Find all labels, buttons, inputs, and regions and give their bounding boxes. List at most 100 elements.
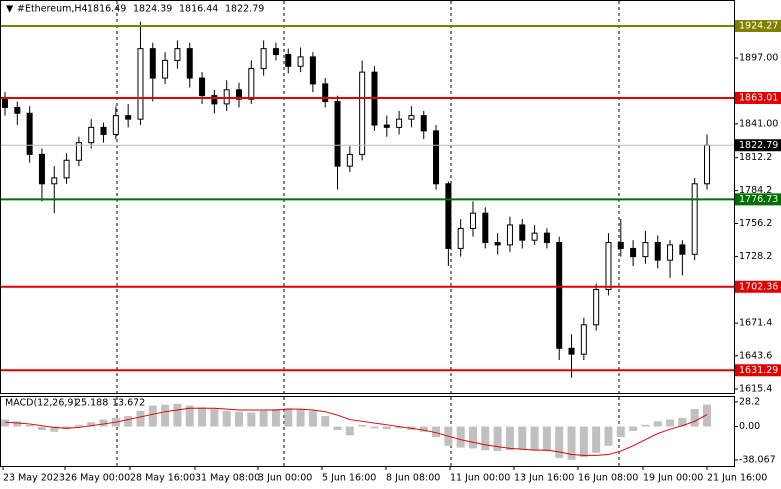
y-tick-label: 0.00 xyxy=(739,421,760,432)
macd-bar xyxy=(653,421,662,427)
macd-bar xyxy=(308,410,317,427)
macd-bar xyxy=(432,426,441,438)
macd-bar xyxy=(222,410,231,427)
macd-bar xyxy=(247,412,256,427)
x-tick-label: 16 Jun 08:00 xyxy=(578,473,638,484)
macd-bar xyxy=(555,426,564,459)
x-tick-label: 26 May 00:00 xyxy=(65,473,130,484)
macd-bar xyxy=(518,426,527,450)
macd-bar xyxy=(173,403,182,427)
candle-body xyxy=(2,98,8,108)
macd-title: MACD(12,26,9) xyxy=(5,398,77,409)
candle-body xyxy=(14,106,21,114)
level-label: 1702.36 xyxy=(739,281,778,292)
x-tick-label: 23 May 2023 xyxy=(3,473,65,484)
level-label: 1924.27 xyxy=(739,21,778,32)
candle-body xyxy=(285,54,292,67)
macd-bar xyxy=(321,416,330,427)
candle-body xyxy=(457,227,464,249)
level-label: 1863.01 xyxy=(739,92,778,103)
candle-body xyxy=(630,247,637,258)
y-tick-label: 1615.4 xyxy=(739,383,772,394)
level-label: 1631.29 xyxy=(739,365,778,376)
macd-bar xyxy=(284,408,293,427)
macd-bar xyxy=(333,426,342,431)
x-tick-label: 13 Jun 16:00 xyxy=(514,473,574,484)
macd-bar xyxy=(469,426,477,449)
x-tick-label: 3 Jun 00:00 xyxy=(258,473,312,484)
x-tick-label: 8 Jun 08:00 xyxy=(386,473,440,484)
candle-body xyxy=(568,347,575,355)
level-label: 1776.73 xyxy=(739,194,778,205)
y-tick-label: 1812.2 xyxy=(739,152,772,163)
macd-bar xyxy=(136,410,145,427)
candle-body xyxy=(543,232,550,244)
y-tick-label: 1671.4 xyxy=(739,318,772,329)
y-tick-label: 1784.2 xyxy=(739,185,772,196)
candle-body xyxy=(642,242,649,258)
candle-body xyxy=(617,242,624,249)
y-tick-label: 1643.6 xyxy=(739,350,772,361)
macd-bar xyxy=(50,426,59,432)
macd-bar xyxy=(358,424,367,427)
candle-body xyxy=(211,95,218,105)
candle-body xyxy=(691,183,698,255)
macd-bar xyxy=(579,426,588,458)
y-tick-label: 1897.00 xyxy=(739,53,778,64)
macd-bar xyxy=(542,426,551,452)
level-label-bg xyxy=(735,91,781,104)
candle-body xyxy=(174,48,181,61)
candle-body xyxy=(297,56,304,67)
candle-body xyxy=(470,212,476,229)
candle-body xyxy=(704,144,710,185)
macd-bar xyxy=(395,426,404,429)
candle-body xyxy=(679,244,686,255)
candle-body xyxy=(137,48,144,120)
macd-bar xyxy=(13,421,22,427)
macd-bar xyxy=(25,424,34,427)
x-tick-label: 31 May 08:00 xyxy=(195,473,260,484)
level-label-bg xyxy=(735,193,781,206)
candle-body xyxy=(445,183,452,249)
candle-body xyxy=(199,77,206,97)
symbol: #Ethereum,H4 xyxy=(17,4,88,15)
candle-body xyxy=(396,118,403,128)
y-tick-label: 1728.2 xyxy=(739,251,772,262)
candle-body xyxy=(38,153,45,185)
signal-value: 13.672 xyxy=(112,398,145,409)
header-value: 1824.39 xyxy=(133,4,172,15)
macd-bar xyxy=(567,426,576,460)
macd-bar xyxy=(530,426,539,451)
macd-bar xyxy=(210,409,219,427)
macd-bar xyxy=(419,426,428,432)
candle-body xyxy=(359,71,366,155)
macd-bar xyxy=(678,417,687,427)
y-tick-label: 1756.2 xyxy=(739,218,772,229)
macd-bar xyxy=(148,405,157,427)
macd-bar xyxy=(99,419,108,427)
candle-body xyxy=(408,115,415,120)
macd-bar xyxy=(124,416,133,427)
candle-body xyxy=(223,89,230,105)
price-label-bg xyxy=(735,139,781,152)
macd-bar xyxy=(74,424,83,427)
macd-bar xyxy=(703,404,711,427)
candle-body xyxy=(248,68,255,100)
candle-body xyxy=(162,59,169,79)
macd-bar xyxy=(690,409,699,427)
macd-bar xyxy=(161,404,170,427)
macd-bar xyxy=(641,424,650,427)
macd-bar xyxy=(616,426,625,438)
candle-body xyxy=(236,89,242,100)
macd-bar xyxy=(382,426,391,430)
candle-body xyxy=(383,124,390,128)
y-tick-label: 1841.00 xyxy=(739,118,778,129)
collapse-icon[interactable]: ▼ xyxy=(6,4,14,15)
x-tick-label: 5 Jun 16:00 xyxy=(322,473,376,484)
candle-body xyxy=(494,242,501,246)
candle-body xyxy=(100,126,107,135)
x-tick-label: 21 Jun 16:00 xyxy=(707,473,767,484)
candle-body xyxy=(149,48,156,79)
candle-body xyxy=(334,101,341,167)
